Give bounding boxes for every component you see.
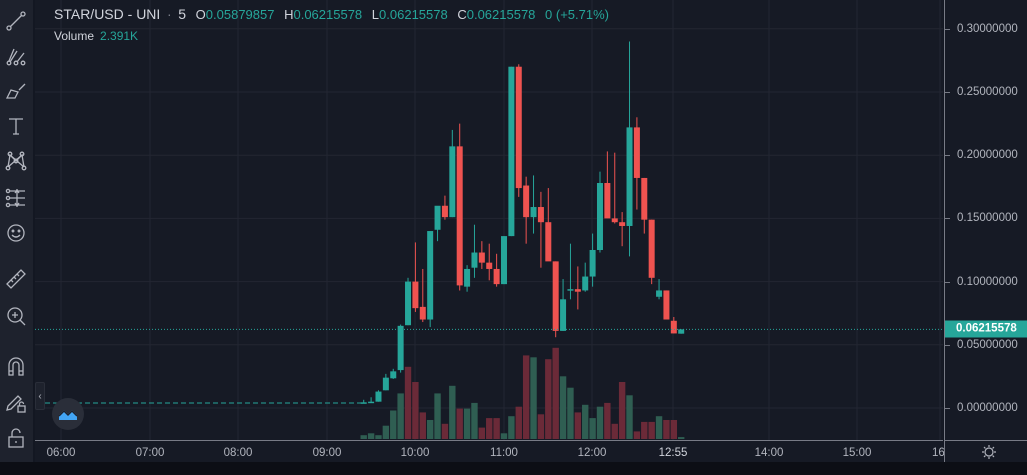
- pitchfork-icon: [6, 48, 26, 66]
- price-tick: 0.25000000: [945, 86, 1018, 98]
- unlock-icon: [8, 428, 24, 448]
- interval[interactable]: 5: [178, 6, 187, 22]
- volume-value: 2.391K: [100, 29, 139, 43]
- legend-separator: ·: [166, 6, 172, 22]
- volume-legend: Volume 2.391K: [54, 29, 138, 43]
- time-tick: 09:00: [312, 447, 342, 459]
- tool-zoom-in[interactable]: [3, 303, 29, 329]
- ruler-icon: [6, 269, 26, 289]
- volume-label[interactable]: Volume: [54, 29, 95, 43]
- price-tick: 0.05000000: [945, 338, 1018, 351]
- price-tick: 0.10000000: [945, 275, 1018, 288]
- change-value: 0 (+5.71%): [545, 7, 609, 22]
- axis-corner: [944, 440, 1027, 463]
- low-value: 0.06215578: [379, 7, 448, 22]
- time-tick: 06:00: [46, 447, 76, 459]
- chart-pane[interactable]: [35, 0, 943, 440]
- tool-pitchfork[interactable]: [3, 43, 29, 69]
- time-tick: 12:55: [658, 447, 688, 459]
- emoji-icon: [7, 224, 25, 242]
- tool-unlock[interactable]: [3, 425, 29, 451]
- tool-emoji[interactable]: [3, 220, 29, 246]
- close-label: C: [457, 7, 467, 22]
- price-axis[interactable]: 0.30000000 0.25000000 0.20000000 0.15000000…: [944, 0, 1027, 440]
- time-tick: 11:00: [490, 447, 518, 459]
- magnet-icon: [8, 357, 24, 376]
- open-value: 0.05879857: [205, 7, 275, 22]
- tool-text[interactable]: [3, 113, 29, 139]
- price-tick: 0.20000000: [945, 149, 1018, 162]
- time-axis[interactable]: 06:00 07:00 08:00 09:00 10:00 11:00 12:00 12:55…: [35, 440, 948, 463]
- high-label: H: [284, 7, 294, 22]
- tool-ruler[interactable]: [3, 266, 29, 292]
- low-label: L: [371, 7, 380, 22]
- tool-trend-line[interactable]: [3, 8, 29, 34]
- bottom-strip: [0, 462, 1027, 475]
- prediction-icon: [5, 188, 25, 208]
- price-tick: 0.00000000: [945, 402, 1018, 414]
- tool-brush[interactable]: [3, 78, 29, 104]
- zoom-in-icon: [7, 307, 26, 326]
- time-tick: 10:00: [400, 447, 430, 459]
- time-tick: 12:00: [577, 447, 607, 459]
- trend-line-icon: [6, 11, 26, 31]
- text-icon: [9, 118, 23, 135]
- tradingview-logo[interactable]: [52, 398, 84, 430]
- price-tick: 0.15000000: [945, 212, 1018, 225]
- close-value: 0.06215578: [466, 7, 536, 22]
- pencil-lock-icon: [6, 395, 26, 413]
- time-tick: 08:00: [223, 447, 253, 459]
- high-value: 0.06215578: [293, 7, 363, 22]
- pattern-icon: [5, 151, 27, 171]
- collapse-toolbar-button[interactable]: ‹: [35, 382, 45, 410]
- tool-pattern[interactable]: [3, 148, 29, 174]
- time-tick: 07:00: [135, 447, 165, 459]
- tool-lock-drawings[interactable]: [3, 389, 29, 415]
- price-tick: 0.30000000: [945, 22, 1018, 35]
- tool-magnet[interactable]: [3, 353, 29, 379]
- cloud-logo-icon: [58, 409, 78, 420]
- open-label: O: [195, 7, 206, 22]
- symbol-legend: STAR/USD - UNI · 5 O0.05879857 H0.062155…: [54, 6, 609, 22]
- drawing-toolbar: [0, 0, 33, 462]
- brush-icon: [5, 83, 26, 99]
- last-price-label: 0.06215578: [945, 320, 1027, 338]
- tool-prediction[interactable]: [3, 185, 29, 211]
- symbol-name[interactable]: STAR/USD - UNI: [54, 6, 161, 22]
- candlestick-chart: [35, 0, 943, 440]
- time-tick: 14:00: [754, 447, 784, 459]
- chevron-left-icon: ‹: [38, 390, 42, 402]
- settings-gear-icon[interactable]: [981, 444, 997, 460]
- time-tick: 15:00: [842, 447, 872, 459]
